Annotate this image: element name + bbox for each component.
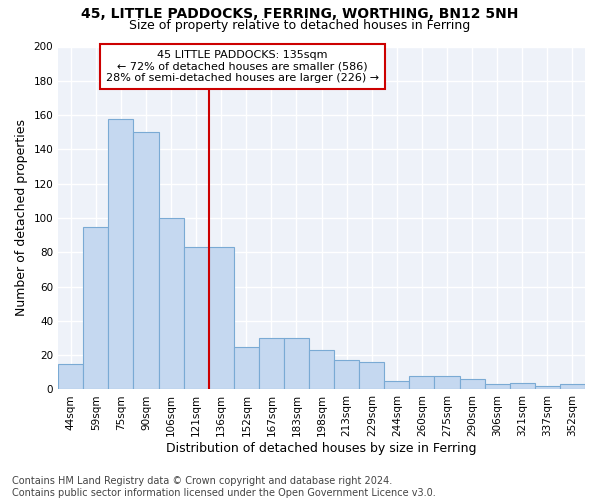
- Bar: [158, 218, 184, 390]
- Text: Size of property relative to detached houses in Ferring: Size of property relative to detached ho…: [130, 19, 470, 32]
- Bar: [485, 384, 510, 390]
- Bar: [409, 376, 434, 390]
- Text: 45 LITTLE PADDOCKS: 135sqm
← 72% of detached houses are smaller (586)
28% of sem: 45 LITTLE PADDOCKS: 135sqm ← 72% of deta…: [106, 50, 379, 83]
- Bar: [359, 362, 385, 390]
- Bar: [510, 382, 535, 390]
- Bar: [109, 118, 133, 390]
- Bar: [184, 247, 209, 390]
- Bar: [560, 384, 585, 390]
- Bar: [460, 379, 485, 390]
- Text: 45, LITTLE PADDOCKS, FERRING, WORTHING, BN12 5NH: 45, LITTLE PADDOCKS, FERRING, WORTHING, …: [82, 8, 518, 22]
- Bar: [385, 381, 409, 390]
- Bar: [535, 386, 560, 390]
- Bar: [434, 376, 460, 390]
- Text: Contains HM Land Registry data © Crown copyright and database right 2024.
Contai: Contains HM Land Registry data © Crown c…: [12, 476, 436, 498]
- Bar: [58, 364, 83, 390]
- Y-axis label: Number of detached properties: Number of detached properties: [15, 120, 28, 316]
- X-axis label: Distribution of detached houses by size in Ferring: Distribution of detached houses by size …: [166, 442, 477, 455]
- Bar: [83, 226, 109, 390]
- Bar: [133, 132, 158, 390]
- Bar: [284, 338, 309, 390]
- Bar: [309, 350, 334, 390]
- Bar: [209, 247, 234, 390]
- Bar: [259, 338, 284, 390]
- Bar: [334, 360, 359, 390]
- Bar: [234, 346, 259, 390]
